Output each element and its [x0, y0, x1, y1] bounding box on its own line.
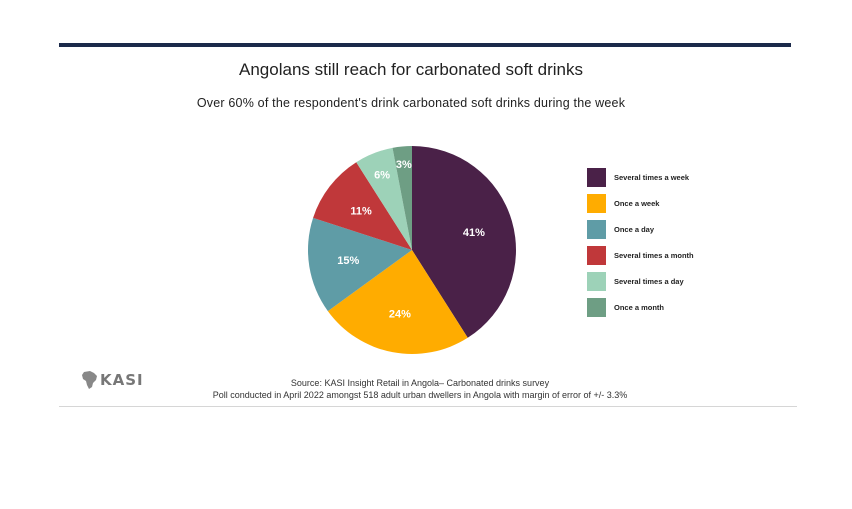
- legend-swatch: [587, 271, 606, 291]
- source-note: Source: KASI Insight Retail in Angola– C…: [200, 377, 640, 401]
- source-line-2: Poll conducted in April 2022 amongst 518…: [212, 390, 628, 400]
- pie-slice-once-a-month: [392, 146, 412, 250]
- legend-item: Once a week: [587, 193, 694, 213]
- africa-map-icon: [82, 371, 97, 389]
- top-rule: [59, 43, 791, 47]
- legend-label: Once a day: [614, 224, 655, 234]
- legend-label: Several times a week: [614, 172, 690, 182]
- legend: Several times a week Once a week Once a da…: [587, 167, 694, 323]
- legend-label: Several times a day: [614, 276, 684, 286]
- logo-text: KASI: [100, 371, 144, 389]
- legend-label: Once a week: [614, 198, 660, 208]
- data-label-4: 6%: [374, 170, 390, 182]
- pie-chart: 41% 24% 15% 11% 6% 3%: [308, 146, 516, 354]
- legend-swatch: [587, 245, 606, 265]
- legend-label: Once a month: [614, 302, 665, 312]
- legend-item: Several times a day: [587, 271, 694, 291]
- data-label-0: 41%: [463, 227, 485, 239]
- legend-item: Once a day: [587, 219, 694, 239]
- legend-swatch: [587, 193, 606, 213]
- data-label-5: 3%: [396, 159, 412, 171]
- pie-slice-several-times-a-week: [412, 146, 516, 338]
- chart-subtitle: Over 60% of the respondent's drink carbo…: [196, 96, 626, 110]
- pie-slice-once-a-day: [308, 217, 412, 312]
- pie-slice-several-times-a-day: [356, 147, 412, 250]
- data-label-1: 24%: [389, 308, 411, 320]
- data-label-2: 15%: [337, 255, 359, 267]
- data-label-3: 11%: [350, 205, 372, 217]
- pie-slice-once-a-week: [327, 250, 468, 354]
- legend-item: Several times a week: [587, 167, 694, 187]
- kasi-logo: KASI: [80, 370, 144, 390]
- pie-slice-several-times-a-month: [313, 162, 412, 250]
- legend-label: Several times a month: [614, 250, 694, 260]
- legend-item: Once a month: [587, 297, 694, 317]
- legend-item: Several times a month: [587, 245, 694, 265]
- source-line-1: Source: KASI Insight Retail in Angola– C…: [290, 378, 550, 388]
- bottom-rule: [59, 406, 797, 407]
- chart-title: Angolans still reach for carbonated soft…: [239, 60, 583, 79]
- legend-swatch: [587, 167, 606, 187]
- legend-swatch: [587, 219, 606, 239]
- legend-swatch: [587, 297, 606, 317]
